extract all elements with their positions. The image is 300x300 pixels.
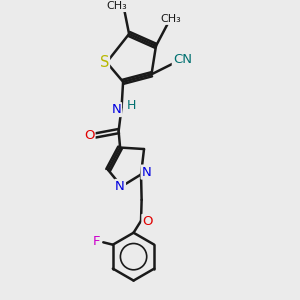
Text: S: S [100,55,109,70]
Text: N: N [115,180,125,193]
Text: F: F [93,235,100,248]
Text: H: H [127,99,136,112]
Text: CH₃: CH₃ [107,1,128,11]
Text: O: O [142,215,153,228]
Text: CH₃: CH₃ [160,14,181,24]
Text: CN: CN [173,53,192,66]
Text: O: O [84,129,94,142]
Text: N: N [111,103,121,116]
Text: N: N [142,166,151,178]
